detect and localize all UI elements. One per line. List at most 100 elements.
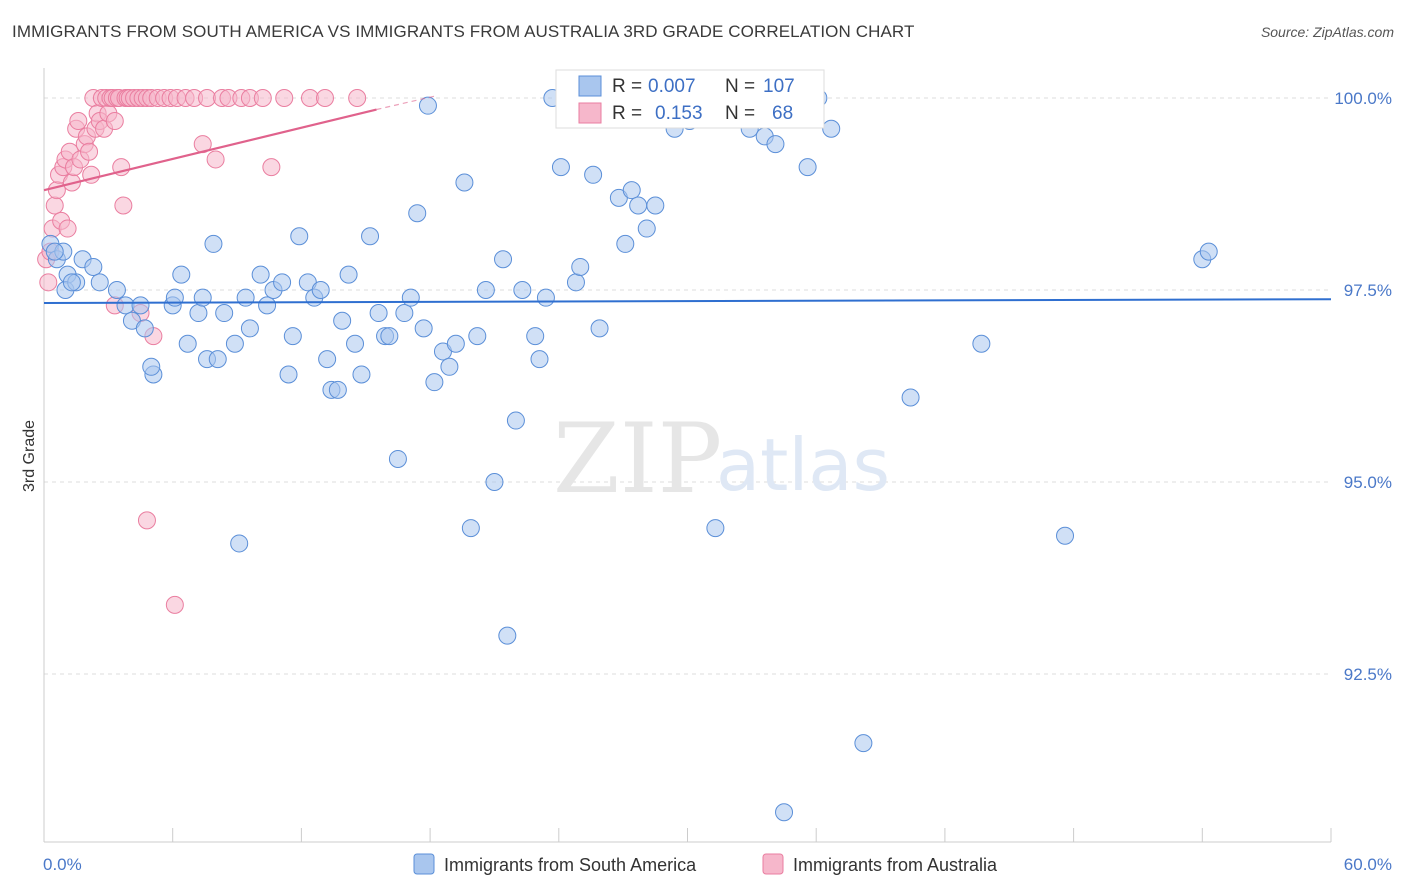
blue-point-7 <box>84 257 103 276</box>
blue-point-84 <box>646 196 665 215</box>
blue-point-52 <box>395 304 414 323</box>
pink-point-59 <box>275 89 294 107</box>
y-tick-label-3: 92.5% <box>1344 665 1392 684</box>
blue-point-102 <box>1056 526 1075 545</box>
blue-point-60 <box>446 334 465 353</box>
stats-r-label-2: R = <box>612 103 642 124</box>
legend-label-south-america: Immigrants from South America <box>444 855 697 875</box>
legend: Immigrants from South America Immigrants… <box>413 853 998 875</box>
legend-swatch-south-america <box>413 853 435 875</box>
stats-n-value-2: 68 <box>772 103 793 124</box>
blue-point-40 <box>318 350 337 369</box>
x-tick-label-left: 0.0% <box>43 855 82 874</box>
stats-n-value-1: 107 <box>763 76 795 97</box>
blue-point-106 <box>62 273 81 292</box>
blue-point-19 <box>178 334 197 353</box>
stats-box: R = 0.007 N = 107 R = 0.153 N = 68 <box>555 69 825 129</box>
pink-point-4 <box>45 196 64 215</box>
y-tick-label-0: 100.0% <box>1334 89 1392 108</box>
blue-point-82 <box>629 196 648 215</box>
pink-point-19 <box>80 142 99 161</box>
blue-point-23 <box>204 234 223 253</box>
trend-line-australia <box>43 108 377 192</box>
blue-point-88 <box>706 519 725 538</box>
blue-point-45 <box>346 334 365 353</box>
blue-point-59 <box>440 357 459 376</box>
pink-point-10 <box>58 219 77 238</box>
blue-point-74 <box>551 158 570 177</box>
pink-point-61 <box>315 89 334 107</box>
axes <box>43 68 1332 843</box>
legend-label-australia: Immigrants from Australia <box>793 855 998 875</box>
pink-point-5 <box>47 181 66 200</box>
trend-lines <box>43 95 1332 305</box>
blue-point-26 <box>225 334 244 353</box>
blue-point-35 <box>283 327 302 346</box>
blue-point-63 <box>468 327 487 346</box>
pink-point-58 <box>262 158 281 177</box>
source-credit: Source: ZipAtlas.com <box>1260 24 1394 40</box>
pink-point-60 <box>300 89 319 107</box>
blue-point-55 <box>414 319 433 338</box>
blue-point-15 <box>142 357 161 376</box>
blue-point-65 <box>485 473 504 491</box>
y-tick-label-2: 95.0% <box>1344 473 1392 492</box>
blue-point-56 <box>418 96 437 115</box>
blue-point-34 <box>279 365 298 384</box>
watermark-zip: ZIP <box>553 403 722 515</box>
blue-point-80 <box>616 234 635 253</box>
stats-n-label-1: N = <box>725 76 755 97</box>
blue-point-10 <box>116 296 135 315</box>
blue-point-21 <box>193 288 212 307</box>
blue-point-62 <box>461 519 480 538</box>
y-tick-labels: 100.0% 97.5% 95.0% 92.5% <box>1334 89 1392 684</box>
blue-point-12 <box>131 296 150 315</box>
blue-point-83 <box>637 219 656 238</box>
stats-r-value-1: 0.007 <box>648 76 696 97</box>
blue-point-54 <box>408 204 427 223</box>
blue-point-77 <box>584 165 603 184</box>
blue-point-66 <box>494 250 513 269</box>
blue-point-39 <box>311 281 330 299</box>
blue-point-92 <box>766 135 785 154</box>
blue-point-9 <box>107 281 126 299</box>
blue-point-64 <box>476 281 495 299</box>
chart-title: IMMIGRANTS FROM SOUTH AMERICA VS IMMIGRA… <box>12 22 915 41</box>
blue-point-18 <box>172 265 191 284</box>
blue-point-20 <box>189 304 208 323</box>
blue-point-70 <box>526 327 545 346</box>
blue-point-99 <box>854 734 873 753</box>
pink-point-35 <box>114 196 133 215</box>
blue-point-95 <box>798 158 817 177</box>
blue-point-81 <box>622 181 641 200</box>
blue-point-36 <box>290 227 309 246</box>
blue-point-72 <box>536 288 555 307</box>
pink-point-31 <box>105 112 124 131</box>
legend-swatch-australia <box>762 853 784 875</box>
blue-point-68 <box>506 411 525 430</box>
blue-point-27 <box>230 534 249 553</box>
blue-point-50 <box>380 327 399 346</box>
grid-lines <box>44 97 1331 675</box>
blue-point-101 <box>972 334 991 353</box>
blue-point-24 <box>208 350 227 369</box>
pink-point-62 <box>348 89 367 107</box>
blue-point-31 <box>258 296 277 315</box>
blue-point-105 <box>45 242 64 261</box>
stats-r-label-1: R = <box>612 76 642 97</box>
pink-point-51 <box>198 89 217 107</box>
blue-point-47 <box>361 227 380 246</box>
blue-point-61 <box>455 173 474 192</box>
y-axis-title: 3rd Grade <box>21 420 38 492</box>
y-tick-label-1: 97.5% <box>1344 281 1392 300</box>
blue-point-33 <box>273 273 292 292</box>
blue-point-43 <box>333 311 352 330</box>
x-tick-label-right: 60.0% <box>1344 855 1392 874</box>
blue-point-51 <box>388 449 407 468</box>
pink-point-15 <box>69 112 88 131</box>
watermark: ZIP atlas <box>553 403 890 515</box>
series-australia-points <box>37 89 367 614</box>
pink-point-57 <box>253 89 272 107</box>
blue-point-67 <box>498 626 517 645</box>
blue-point-25 <box>215 304 234 323</box>
